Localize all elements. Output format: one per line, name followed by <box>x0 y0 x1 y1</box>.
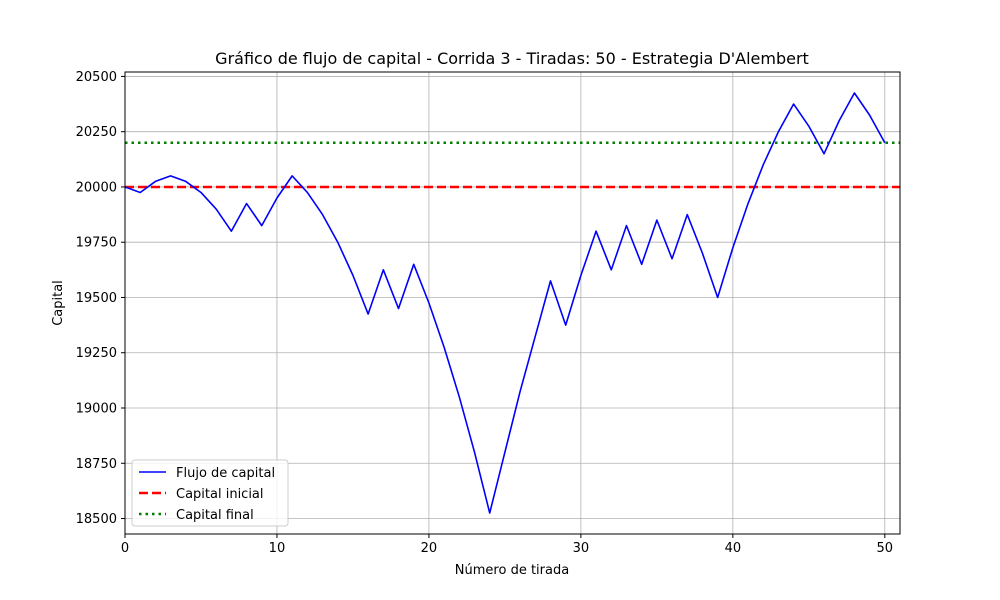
reference-lines <box>125 141 900 189</box>
plot-frame <box>124 71 901 535</box>
y-tick-label: 19250 <box>76 346 117 361</box>
y-tick-label: 19000 <box>76 402 117 417</box>
y-tick-label: 19500 <box>76 291 117 306</box>
legend-label-final: Capital final <box>176 508 254 523</box>
y-tick-label: 20500 <box>76 70 117 85</box>
x-axis-label: Número de tirada <box>455 563 569 578</box>
legend-label-flujo: Flujo de capital <box>176 466 275 481</box>
series <box>124 92 886 514</box>
chart-title: Gráfico de flujo de capital - Corrida 3 … <box>215 49 809 68</box>
x-tick-label: 20 <box>421 541 438 556</box>
x-tick-label: 10 <box>269 541 286 556</box>
x-tick-label: 30 <box>573 541 590 556</box>
y-tick-label: 18750 <box>76 457 117 472</box>
y-axis-ticks: 18500 18750 19000 19250 19500 19750 20000 20250… <box>76 70 125 527</box>
x-tick-label: 40 <box>725 541 742 556</box>
y-tick-label: 20250 <box>76 125 117 140</box>
y-tick-label: 20000 <box>76 180 117 195</box>
legend-box <box>131 459 289 527</box>
x-tick-label: 50 <box>877 541 894 556</box>
x-axis-ticks: 0 10 20 30 40 50 <box>121 534 893 556</box>
y-axis-label: Capital <box>51 280 66 326</box>
flujo-de-capital-line <box>124 92 886 514</box>
y-tick-label: 19750 <box>76 236 117 251</box>
legend-label-inicial: Capital inicial <box>176 487 264 502</box>
legend: Flujo de capital Capital inicial Capital… <box>131 459 289 527</box>
y-tick-label: 18500 <box>76 512 117 527</box>
x-tick-label: 0 <box>121 541 129 556</box>
